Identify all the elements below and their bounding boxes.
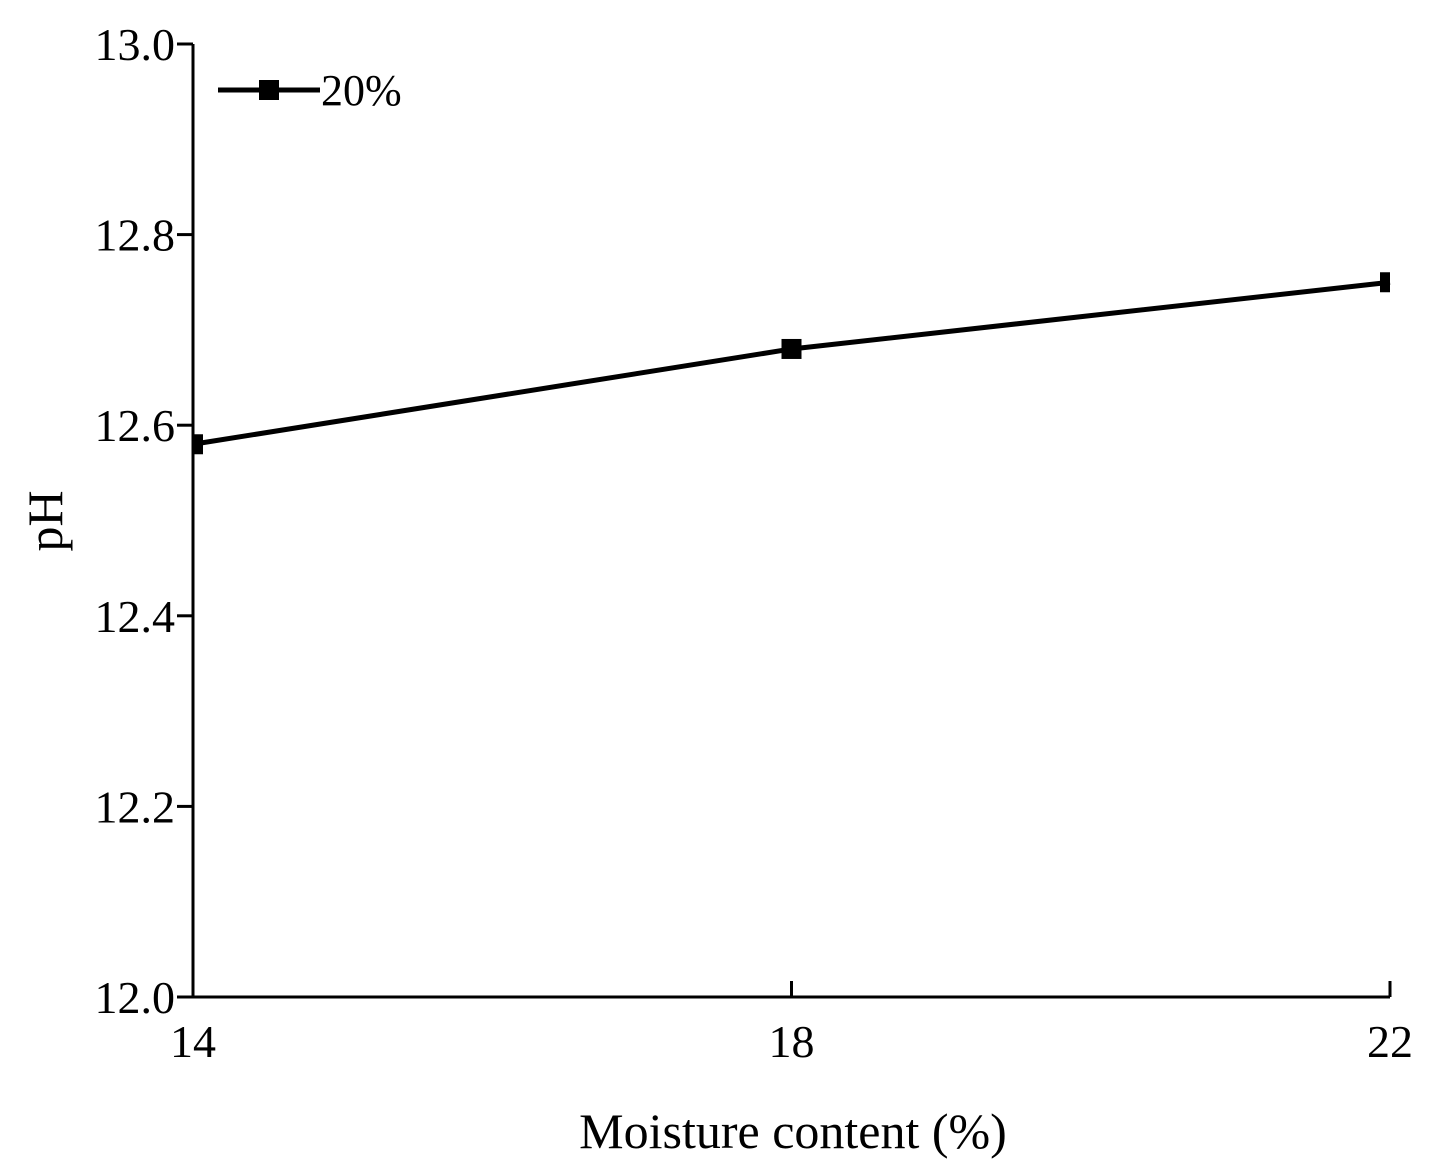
data-point [1380, 272, 1390, 293]
x-tick-label: 18 [769, 1016, 815, 1067]
y-tick-label: 12.4 [95, 591, 176, 642]
y-tick-label: 13.0 [95, 19, 176, 70]
y-tick-label: 12.6 [95, 400, 176, 451]
y-axis-title: pH [17, 490, 73, 551]
legend: 20% [218, 66, 402, 115]
x-tick-label: 22 [1367, 1016, 1413, 1067]
series-layer [192, 272, 1391, 455]
x-tick-label: 14 [170, 1016, 216, 1067]
legend-marker [259, 80, 279, 100]
y-tick-label: 12.8 [95, 210, 176, 261]
legend-label: 20% [321, 66, 402, 115]
data-point [193, 434, 203, 455]
y-tick-label: 12.0 [95, 972, 176, 1023]
series-line [192, 279, 1391, 447]
y-axis-ticks: 12.0 12.2 12.4 12.6 12.8 13.0 [95, 19, 193, 1023]
x-axis-title: Moisture content (%) [579, 1103, 1007, 1159]
axes [191, 44, 1390, 999]
y-tick-label: 12.2 [95, 781, 176, 832]
x-axis-ticks: 14 18 22 [170, 981, 1413, 1067]
data-point [781, 338, 802, 359]
